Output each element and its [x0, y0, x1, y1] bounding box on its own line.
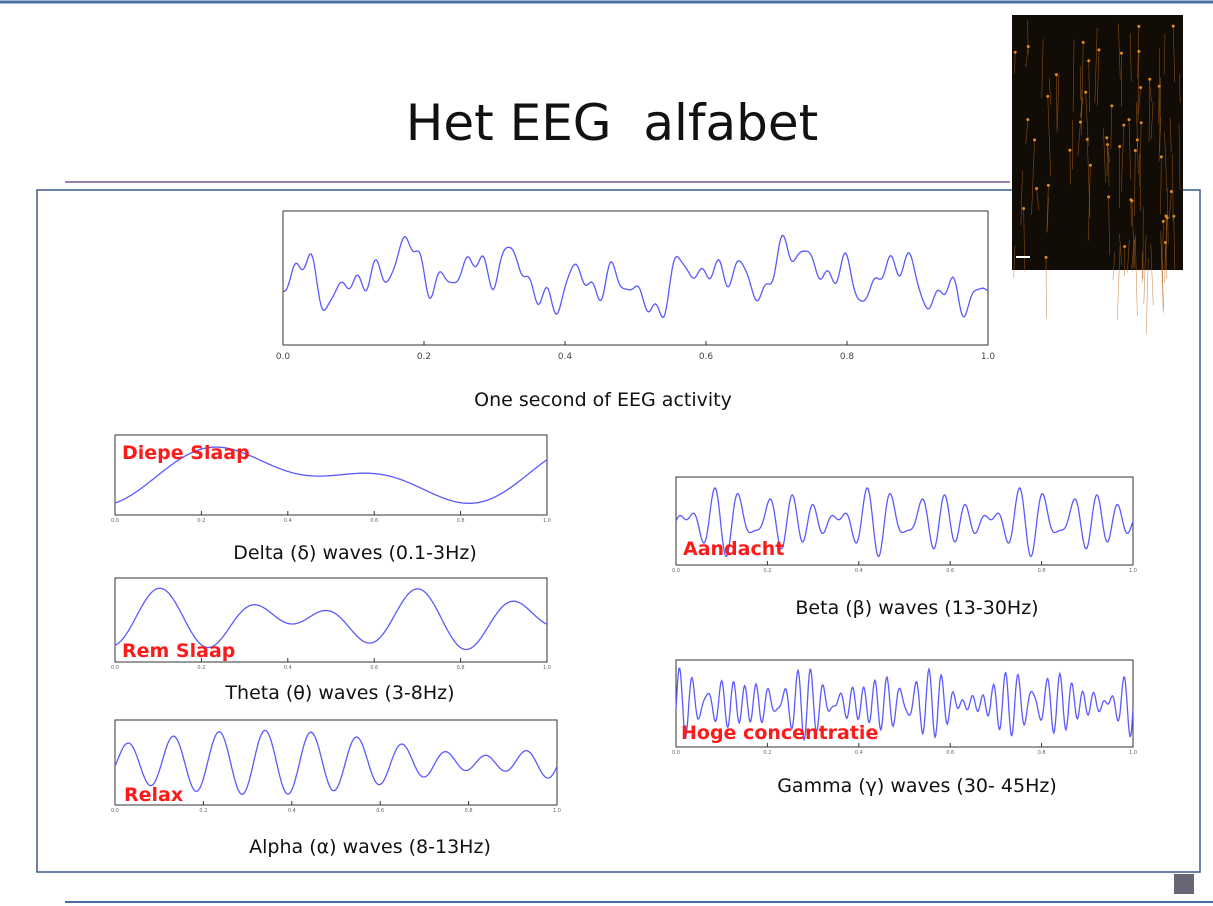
tick-label: 0.2: [197, 518, 205, 524]
neuron-cell: [1134, 149, 1137, 152]
tick-label: 0.0: [672, 568, 680, 574]
neuron-cell: [1139, 86, 1142, 89]
neuron-cell: [1068, 149, 1071, 152]
tick-label: 0.2: [199, 808, 207, 814]
tick-label: 1.0: [1129, 750, 1137, 756]
neuron-cell: [1107, 195, 1110, 198]
neuron-cell: [1162, 220, 1165, 223]
tick-label: 0.4: [284, 518, 292, 524]
neuron-cell: [1137, 50, 1140, 53]
neuron-cell: [1120, 52, 1123, 55]
tick-label: 0.6: [946, 750, 954, 756]
neuron-cell: [1172, 25, 1175, 28]
wave-label: Hoge concentratie: [681, 722, 878, 744]
tick-label: 0.6: [376, 808, 384, 814]
tick-label: 0.2: [197, 665, 205, 671]
image-background: [1012, 15, 1183, 270]
neuron-cell: [1118, 145, 1121, 148]
neuron-cell: [1026, 118, 1029, 121]
tick-label: 0.8: [1038, 750, 1046, 756]
slide-title: Het EEG alfabet: [406, 94, 818, 152]
neuron-cell: [1082, 41, 1085, 44]
neuron-cell: [1055, 73, 1058, 76]
tick-label: 0.8: [465, 808, 473, 814]
panel-caption: Beta (β) waves (13-30Hz): [795, 597, 1038, 619]
neuron-cell: [1140, 121, 1143, 124]
tick-label: 0.4: [558, 352, 573, 362]
neuron-cell: [1170, 190, 1173, 193]
neuron-cell: [1127, 118, 1130, 121]
tick-label: 0.2: [763, 568, 771, 574]
neuron-cell: [1046, 95, 1049, 98]
wave-label: Rem Slaap: [122, 640, 235, 662]
neuron-cell: [1087, 59, 1090, 62]
wave-label: Relax: [124, 784, 183, 806]
tick-label: 0.8: [1038, 568, 1046, 574]
tick-label: 1.0: [543, 665, 551, 671]
tick-label: 0.0: [111, 808, 119, 814]
tick-label: 1.0: [543, 518, 551, 524]
panel-caption: Gamma (γ) waves (30- 45Hz): [777, 775, 1057, 797]
neuron-cell: [1045, 256, 1048, 259]
tick-label: 0.8: [457, 665, 465, 671]
panel-caption: Delta (δ) waves (0.1-3Hz): [233, 542, 477, 564]
neuron-cell: [1089, 164, 1092, 167]
tick-label: 0.0: [672, 750, 680, 756]
neuron-cell: [1137, 25, 1140, 28]
neuron-cell: [1172, 215, 1175, 218]
neuron-cell: [1097, 48, 1100, 51]
wave-label: Aandacht: [683, 538, 784, 560]
panel-caption: Theta (θ) waves (3-8Hz): [224, 682, 454, 704]
tick-label: 0.6: [946, 568, 954, 574]
neuron-cell: [1033, 138, 1036, 141]
corner-icon: [1174, 874, 1194, 894]
tick-label: 0.4: [284, 665, 292, 671]
tick-label: 1.0: [553, 808, 561, 814]
tick-label: 0.8: [840, 352, 855, 362]
neuron-cell: [1022, 207, 1025, 210]
neuron-cell: [1014, 51, 1017, 54]
tick-label: 0.0: [276, 352, 291, 362]
tick-label: 0.6: [370, 665, 378, 671]
tick-label: 1.0: [981, 352, 996, 362]
neuron-cell: [1084, 91, 1087, 94]
neuron-cell: [1122, 124, 1125, 127]
tick-label: 0.2: [417, 352, 431, 362]
tick-label: 0.4: [855, 750, 863, 756]
slide: Het EEG alfabet 0.0 0.2 0.4 0.6 0.8 1.0 One se…: [0, 0, 1213, 906]
neuron-cell: [1148, 78, 1151, 81]
neuron-cell: [1035, 187, 1038, 190]
wave-label: Diepe Slaap: [122, 442, 250, 464]
tick-label: 0.8: [457, 518, 465, 524]
tick-label: 0.4: [855, 568, 863, 574]
neuron-cell: [1027, 45, 1030, 48]
neuron-cell: [1105, 136, 1108, 139]
neuron-cell: [1160, 155, 1163, 158]
neuron-cell: [1129, 198, 1132, 201]
panel-caption: One second of EEG activity: [474, 389, 732, 411]
tick-label: 0.2: [763, 750, 771, 756]
tick-label: 0.6: [370, 518, 378, 524]
neuron-cell: [1086, 138, 1089, 141]
neuron-cell: [1110, 104, 1113, 107]
tick-label: 0.0: [111, 518, 119, 524]
tick-label: 0.4: [288, 808, 296, 814]
neuron-cell: [1165, 215, 1168, 218]
tick-label: 0.0: [111, 665, 119, 671]
neuron-cell: [1123, 245, 1126, 248]
panel-caption: Alpha (α) waves (8-13Hz): [249, 836, 491, 858]
neuron-cell: [1079, 121, 1082, 124]
tick-label: 1.0: [1129, 568, 1137, 574]
tick-label: 0.6: [699, 352, 714, 362]
neuron-cell: [1047, 184, 1050, 187]
